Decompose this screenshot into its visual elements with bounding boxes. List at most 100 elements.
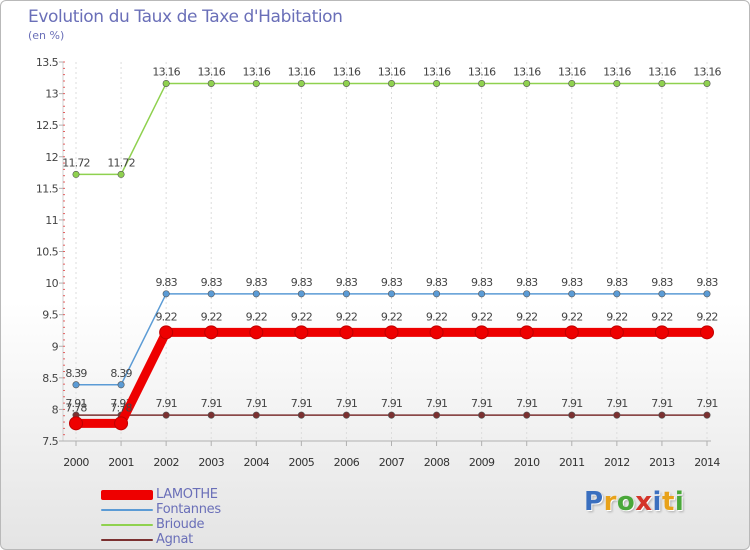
data-point-agnat	[207, 411, 215, 419]
x-tick-label: 2004	[243, 456, 269, 469]
data-point-agnat	[703, 411, 711, 419]
data-label-fontannes: 9.83	[696, 276, 718, 289]
y-tick-label: 11.5	[36, 182, 59, 195]
data-point-brioude	[117, 170, 125, 178]
y-tick-label: 13.5	[36, 56, 59, 69]
data-point-brioude	[433, 79, 441, 87]
data-point-fontannes	[478, 290, 486, 298]
legend-swatch	[101, 539, 153, 541]
data-label-brioude: 11.72	[107, 156, 135, 169]
y-tick-label: 12.5	[36, 119, 59, 132]
brand-letter: x	[635, 487, 653, 517]
data-point-agnat	[613, 411, 621, 419]
data-label-agnat: 7.91	[426, 397, 447, 410]
y-tick-label: 10.5	[36, 246, 59, 259]
data-point-brioude	[252, 79, 260, 87]
data-point-lamothe	[519, 325, 534, 340]
data-label-agnat: 7.91	[696, 397, 717, 410]
data-point-fontannes	[342, 290, 350, 298]
data-label-lamothe: 9.22	[516, 310, 537, 323]
data-point-agnat	[297, 411, 305, 419]
y-tick-label: 9.5	[42, 309, 58, 322]
series-lamothe: 7.78 7.78 9.22 9.22 9.22 9.22 9.22 9.22 9.22 9.22…	[65, 310, 718, 431]
data-label-brioude: 13.16	[468, 65, 496, 78]
data-point-fontannes	[433, 290, 441, 298]
data-label-fontannes: 9.83	[561, 276, 583, 289]
y-tick-label: 8	[52, 403, 59, 416]
data-label-agnat: 7.91	[155, 397, 176, 410]
data-point-fontannes	[297, 290, 305, 298]
data-label-brioude: 13.16	[378, 65, 406, 78]
data-label-brioude: 13.16	[693, 65, 721, 78]
data-point-brioude	[568, 79, 576, 87]
data-point-lamothe	[294, 325, 309, 340]
data-point-fontannes	[613, 290, 621, 298]
data-point-lamothe	[204, 325, 219, 340]
data-point-fontannes	[117, 381, 125, 389]
data-point-fontannes	[703, 290, 711, 298]
legend-label: LAMOTHE	[156, 487, 218, 502]
legend-label: Brioude	[156, 517, 205, 532]
y-tick-label: 13	[45, 88, 58, 101]
data-label-lamothe: 9.22	[696, 310, 717, 323]
data-label-fontannes: 9.83	[606, 276, 628, 289]
data-point-brioude	[613, 79, 621, 87]
data-point-agnat	[568, 411, 576, 419]
x-tick-label: 2008	[424, 456, 450, 469]
data-label-lamothe: 9.22	[426, 310, 447, 323]
data-label-fontannes: 9.83	[651, 276, 673, 289]
data-point-lamothe	[564, 325, 579, 340]
data-point-fontannes	[658, 290, 666, 298]
data-label-agnat: 7.91	[381, 397, 402, 410]
data-label-lamothe: 9.22	[471, 310, 492, 323]
brand-letter: o	[616, 487, 636, 517]
legend-swatch	[101, 524, 153, 526]
data-label-brioude: 13.16	[558, 65, 586, 78]
x-tick-label: 2014	[694, 456, 720, 469]
x-tick-label: 2006	[334, 456, 360, 469]
legend-swatch	[101, 490, 153, 500]
data-label-agnat: 7.91	[201, 397, 222, 410]
data-label-brioude: 13.16	[152, 65, 180, 78]
data-point-fontannes	[207, 290, 215, 298]
series-fontannes: 8.39 8.39 9.83 9.83 9.83 9.83 9.83 9.83 9.83 9.83…	[65, 276, 719, 389]
data-label-lamothe: 9.22	[606, 310, 627, 323]
data-label-brioude: 13.16	[333, 65, 361, 78]
data-label-fontannes: 8.39	[65, 367, 87, 380]
data-label-fontannes: 9.83	[291, 276, 313, 289]
data-label-fontannes: 9.83	[155, 276, 177, 289]
data-point-lamothe	[700, 325, 714, 340]
series-brioude: 11.72 11.72 13.16 13.16 13.16 13.16 13.16 13.16…	[62, 65, 722, 178]
data-point-lamothe	[69, 416, 83, 431]
data-label-agnat: 7.91	[561, 397, 582, 410]
data-label-brioude: 13.16	[423, 65, 451, 78]
data-point-lamothe	[654, 325, 669, 340]
chart-title: Evolution du Taux de Taxe d'Habitation	[28, 7, 343, 27]
data-point-fontannes	[252, 290, 260, 298]
data-point-brioude	[297, 79, 305, 87]
data-label-agnat: 7.91	[336, 397, 357, 410]
data-label-brioude: 11.72	[62, 156, 90, 169]
data-label-agnat: 7.91	[516, 397, 537, 410]
data-label-brioude: 13.16	[197, 65, 225, 78]
data-label-fontannes: 9.83	[471, 276, 493, 289]
data-point-brioude	[478, 79, 486, 87]
x-tick-label: 2012	[604, 456, 630, 469]
series-layer: 11.72 11.72 13.16 13.16 13.16 13.16 13.16 13.16…	[62, 65, 722, 431]
data-label-fontannes: 9.83	[336, 276, 358, 289]
y-tick-label: 11	[45, 214, 58, 227]
data-point-lamothe	[114, 416, 129, 431]
data-label-brioude: 13.16	[243, 65, 271, 78]
data-label-lamothe: 7.78	[65, 401, 87, 414]
data-point-fontannes	[162, 290, 170, 298]
data-label-lamothe: 9.22	[155, 310, 176, 323]
data-point-brioude	[162, 79, 170, 87]
y-tick-label: 9	[52, 340, 59, 353]
y-tick-label: 7.5	[42, 435, 58, 448]
data-label-brioude: 13.16	[513, 65, 541, 78]
data-point-lamothe	[474, 325, 489, 340]
data-label-brioude: 13.16	[648, 65, 676, 78]
data-point-lamothe	[249, 325, 264, 340]
